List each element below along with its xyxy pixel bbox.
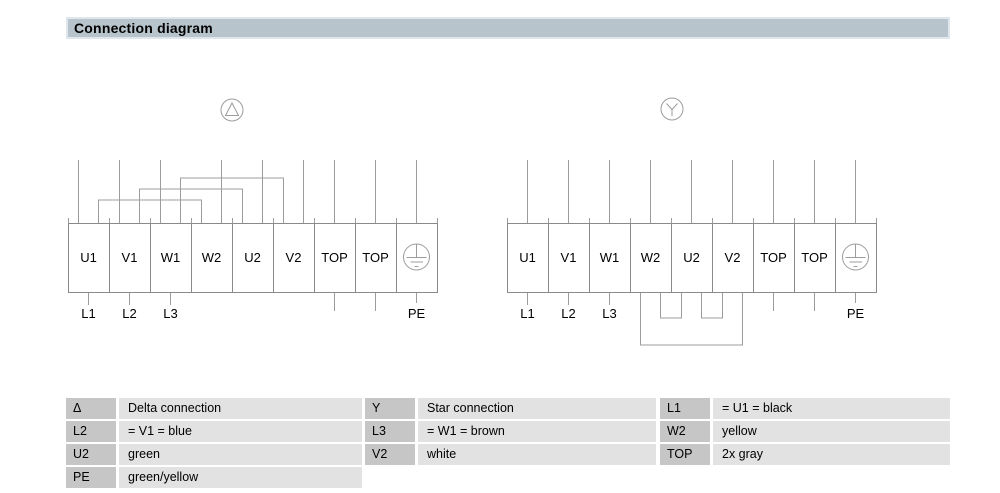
terminal-label: W2 <box>201 250 222 265</box>
terminal-label: U1 <box>519 250 536 265</box>
legend-value: Star connection <box>418 398 656 419</box>
legend-value: green <box>119 444 362 465</box>
terminal-label: W2 <box>640 250 661 265</box>
terminal-label: U1 <box>80 250 97 265</box>
delta-terminal-block <box>68 223 438 293</box>
phase-label: L3 <box>163 306 178 321</box>
legend-value: = W1 = brown <box>418 421 656 442</box>
star-bottom-stubs <box>527 293 856 311</box>
legend-key: L3 <box>365 421 415 442</box>
delta-bridge-w1-v2 <box>180 177 284 223</box>
terminal-label: TOP <box>801 250 828 265</box>
phase-label: L2 <box>122 306 137 321</box>
phase-label: L1 <box>520 306 535 321</box>
earth-ground-icon <box>842 243 869 271</box>
phase-label: L3 <box>602 306 617 321</box>
earth-ground-icon <box>403 243 430 271</box>
phase-label: L1 <box>81 306 96 321</box>
legend-key: U2 <box>66 444 116 465</box>
terminal-label: V2 <box>724 250 741 265</box>
terminal-label: TOP <box>760 250 787 265</box>
terminal-label: TOP <box>321 250 348 265</box>
legend-row: L2 = V1 = blue L3 = W1 = brown W2 yellow <box>66 421 950 442</box>
terminal-label: U2 <box>683 250 700 265</box>
legend-key: Δ <box>66 398 116 419</box>
delta-symbol-icon <box>220 98 244 122</box>
star-supply-wires <box>527 160 856 223</box>
legend-row: Δ Delta connection Y Star connection L1 … <box>66 398 950 419</box>
terminal-label: V2 <box>285 250 302 265</box>
legend-key: TOP <box>660 444 710 465</box>
terminal-label: V1 <box>560 250 577 265</box>
star-link-w2-v2 <box>640 293 743 346</box>
terminal-label: U2 <box>244 250 261 265</box>
terminal-label: W1 <box>160 250 181 265</box>
star-terminal-block <box>507 223 877 293</box>
terminal-label: V1 <box>121 250 138 265</box>
delta-bridge-v1-u2 <box>139 188 243 223</box>
star-symbol-icon <box>660 97 684 121</box>
terminal-label: TOP <box>362 250 389 265</box>
pe-label: PE <box>407 306 426 321</box>
legend-key: L2 <box>66 421 116 442</box>
legend-row: PE green/yellow <box>66 467 950 488</box>
legend-key: L1 <box>660 398 710 419</box>
legend-value: = U1 = black <box>713 398 950 419</box>
terminal-label: W1 <box>599 250 620 265</box>
legend-key: Y <box>365 398 415 419</box>
phase-label: L2 <box>561 306 576 321</box>
delta-bottom-stubs <box>88 293 417 311</box>
delta-supply-wires <box>78 160 417 223</box>
legend-value: white <box>418 444 656 465</box>
legend-key: V2 <box>365 444 415 465</box>
section-header: Connection diagram <box>66 17 950 39</box>
star-link-w2-u2 <box>660 293 682 319</box>
pe-label: PE <box>846 306 865 321</box>
legend-key: PE <box>66 467 116 488</box>
legend-value: 2x gray <box>713 444 950 465</box>
legend-value: = V1 = blue <box>119 421 362 442</box>
legend-key: W2 <box>660 421 710 442</box>
star-link-u2-v2 <box>701 293 723 319</box>
legend-value: green/yellow <box>119 467 362 488</box>
delta-bridge-u1-w2 <box>98 199 202 223</box>
legend-table: Δ Delta connection Y Star connection L1 … <box>66 398 950 488</box>
legend-value: yellow <box>713 421 950 442</box>
page-title: Connection diagram <box>74 20 213 36</box>
legend-value: Delta connection <box>119 398 362 419</box>
legend-row: U2 green V2 white TOP 2x gray <box>66 444 950 465</box>
